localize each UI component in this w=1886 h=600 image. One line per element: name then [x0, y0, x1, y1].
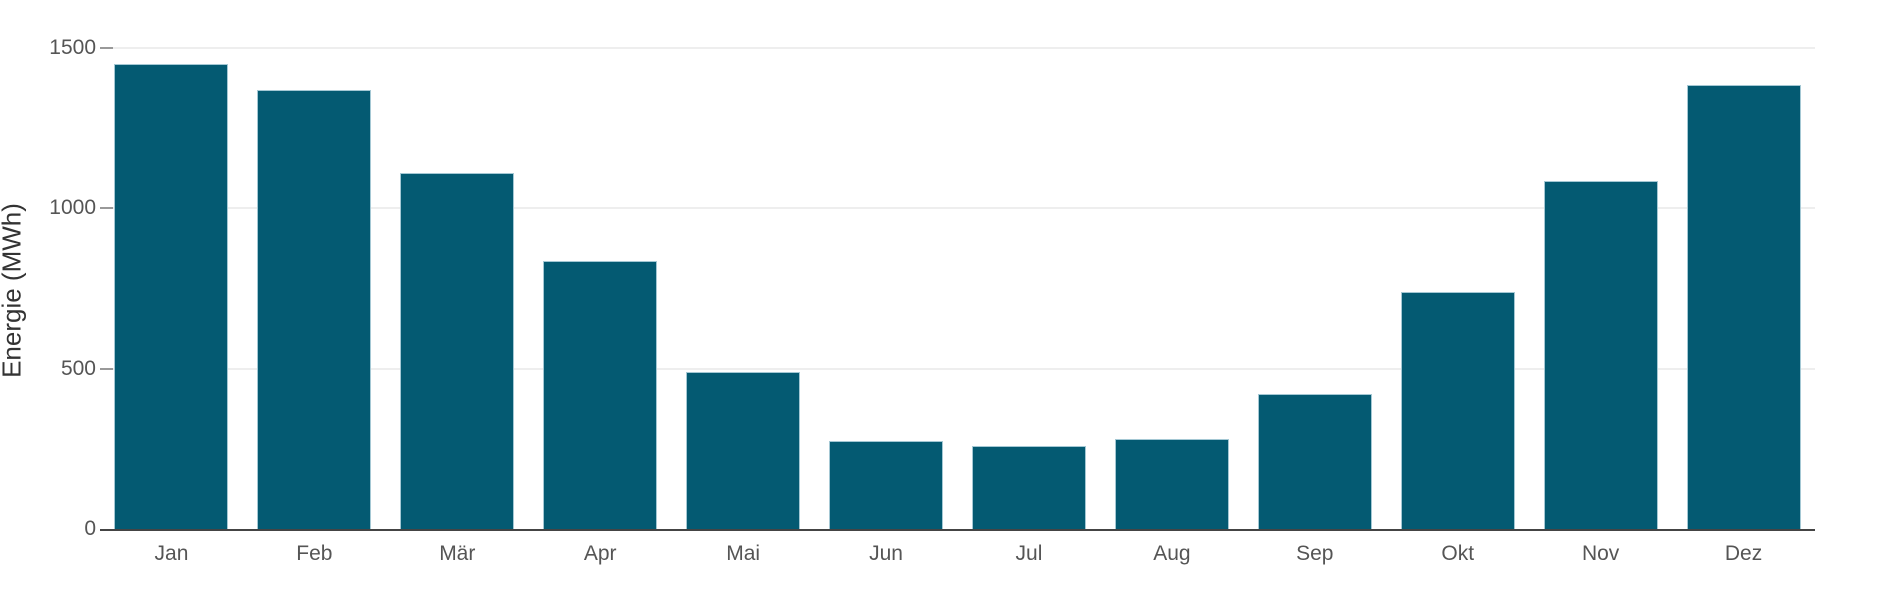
x-axis-tick-labels: Jan Feb Mär Apr Mai Jun Jul Aug Sep Okt Nov Dez: [100, 540, 1815, 572]
bar-jun[interactable]: [829, 441, 944, 529]
bar-mär[interactable]: [400, 173, 515, 529]
y-tick-label: 0: [84, 517, 96, 540]
gridline: [100, 207, 1815, 210]
x-tick-label-jul: Jul: [1015, 542, 1043, 565]
gridline: [100, 367, 1815, 370]
x-tick-label-nov: Nov: [1581, 542, 1620, 565]
x-tick-label-aug: Aug: [1153, 542, 1191, 565]
x-tick-label-jan: Jan: [154, 542, 189, 565]
bar-feb[interactable]: [257, 90, 372, 529]
bar-okt[interactable]: [1400, 292, 1515, 529]
x-tick-label-jun: Jun: [869, 542, 903, 565]
bar-nov[interactable]: [1543, 181, 1658, 529]
y-tick-label: 500: [60, 356, 96, 380]
x-tick-label-mär: Mär: [439, 542, 476, 565]
bar-mai[interactable]: [686, 372, 801, 529]
x-tick-label-mai: Mai: [726, 542, 761, 565]
x-tick-label-apr: Apr: [583, 542, 617, 565]
bar-sep[interactable]: [1257, 394, 1372, 529]
y-tick-mark: [100, 367, 113, 370]
x-tick-label-feb: Feb: [296, 542, 333, 565]
y-axis-tick-labels: 0 500 1000 1500: [0, 36, 96, 540]
bar-aug[interactable]: [1114, 439, 1229, 529]
bar-apr[interactable]: [543, 261, 658, 529]
y-tick-label: 1000: [49, 196, 96, 220]
bar-dez[interactable]: [1686, 85, 1801, 529]
gridline: [100, 47, 1815, 49]
plot-area: [100, 47, 1815, 531]
bars-layer: [100, 48, 1815, 529]
gridlines-layer: [100, 47, 1815, 529]
bar-jan[interactable]: [114, 64, 229, 529]
x-tick-label-okt: Okt: [1441, 542, 1475, 565]
y-tick-label: 1500: [49, 36, 96, 59]
x-tick-label-dez: Dez: [1724, 542, 1763, 565]
y-tick-mark: [100, 47, 113, 49]
bar-jul[interactable]: [971, 446, 1086, 529]
y-tick-mark: [100, 207, 113, 210]
x-tick-label-sep: Sep: [1296, 542, 1334, 565]
